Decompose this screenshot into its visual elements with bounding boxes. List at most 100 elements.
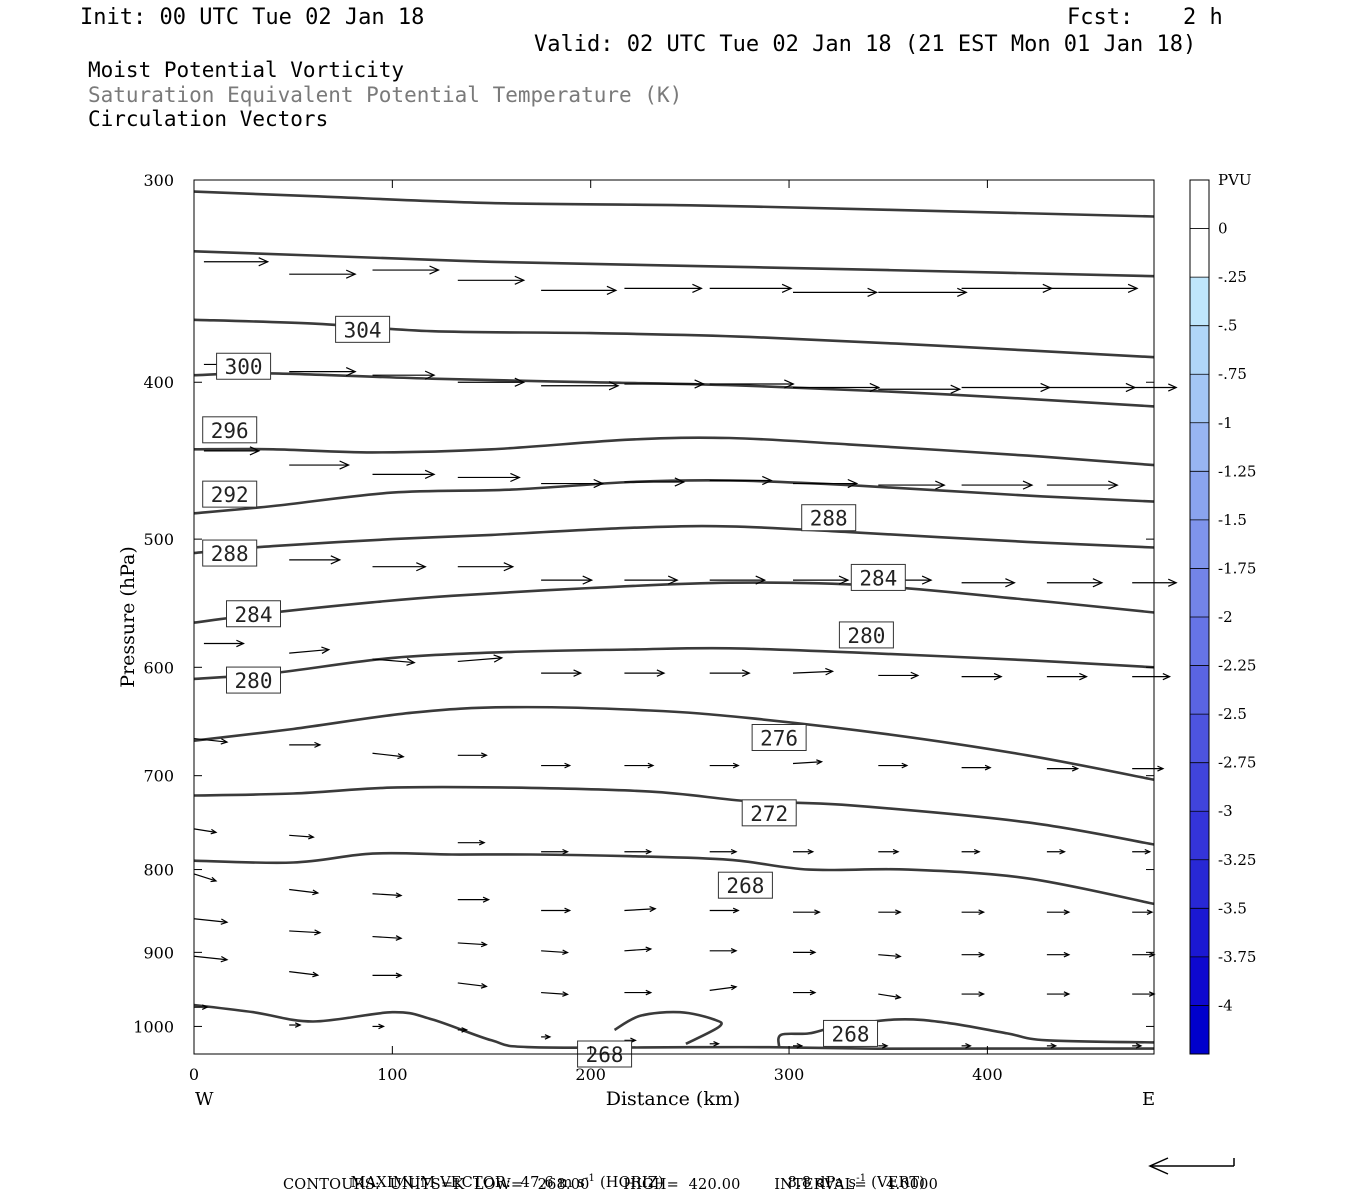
circulation-vector bbox=[961, 909, 986, 915]
circulation-vector bbox=[541, 669, 583, 677]
contour-label-text: 280 bbox=[847, 624, 885, 648]
vector-head bbox=[1162, 673, 1172, 681]
vector-shaft bbox=[193, 955, 228, 961]
circulation-vector bbox=[792, 667, 835, 676]
circulation-vector bbox=[709, 475, 773, 486]
y-tick-label: 900 bbox=[143, 943, 174, 962]
circulation-vector bbox=[1132, 909, 1154, 915]
circulation-vector bbox=[1046, 1043, 1058, 1049]
vector-head bbox=[825, 667, 835, 676]
contour-label-272: 272 bbox=[741, 799, 797, 827]
horiz-suffix: (HORIZ) bbox=[599, 1174, 664, 1191]
vector-head bbox=[480, 941, 488, 948]
vector-head bbox=[910, 671, 920, 680]
max-horiz-value: 47.6 bbox=[520, 1174, 554, 1191]
contour-label-box bbox=[717, 871, 773, 899]
vector-head bbox=[544, 1034, 552, 1040]
circulation-vector bbox=[793, 478, 859, 489]
contour-label-box bbox=[216, 352, 272, 380]
circulation-vector bbox=[541, 991, 569, 997]
colorbar-swatch bbox=[1190, 374, 1209, 424]
colorbar-swatch bbox=[1190, 665, 1209, 715]
vector-head bbox=[647, 762, 655, 769]
circulation-vector bbox=[624, 989, 653, 996]
circulation-vector bbox=[457, 654, 504, 663]
contour-label-text: 296 bbox=[211, 419, 249, 443]
y-axis-label: Pressure (hPa) bbox=[117, 546, 139, 688]
vector-head bbox=[564, 762, 572, 769]
circulation-vector bbox=[289, 555, 342, 565]
colorbar-swatch bbox=[1190, 325, 1209, 375]
circulation-vector bbox=[709, 762, 740, 769]
max-vector-label: MAXIMUM VECTOR: bbox=[350, 1174, 512, 1191]
vector-head bbox=[935, 480, 946, 490]
vector-head bbox=[481, 752, 488, 759]
vector-head bbox=[503, 562, 515, 572]
circulation-vector bbox=[793, 909, 821, 915]
circulation-vector bbox=[793, 1043, 804, 1049]
circulation-vector bbox=[541, 762, 572, 769]
theta-contour-268 bbox=[613, 1010, 723, 1045]
circulation-vector bbox=[793, 949, 817, 956]
contour-label-text: 280 bbox=[235, 669, 273, 693]
circulation-vector bbox=[878, 287, 968, 297]
circulation-vector bbox=[709, 379, 795, 389]
circulation-vector bbox=[624, 477, 686, 487]
circulation-vector bbox=[878, 993, 902, 1000]
circulation-vector bbox=[961, 672, 1003, 681]
vector-head bbox=[816, 759, 824, 765]
circulation-vector bbox=[793, 287, 879, 297]
circulation-vector bbox=[541, 285, 618, 295]
circulation-vector bbox=[709, 283, 793, 293]
contour-label-text: 300 bbox=[225, 355, 263, 379]
horiz-exp: -1 bbox=[584, 1172, 596, 1184]
circulation-vector bbox=[961, 951, 986, 958]
vector-head bbox=[582, 575, 594, 585]
circulation-vector bbox=[289, 929, 322, 936]
vector-head bbox=[562, 991, 569, 997]
circulation-vector bbox=[372, 562, 427, 572]
vector-head bbox=[1059, 848, 1066, 855]
x-axis-label: Distance (km) bbox=[606, 1088, 741, 1110]
vector-head bbox=[461, 1027, 469, 1033]
circulation-vector bbox=[372, 752, 405, 760]
colorbar-label: -3 bbox=[1218, 802, 1233, 820]
vector-head bbox=[1108, 480, 1119, 490]
contour-label-288: 288 bbox=[202, 539, 258, 567]
circulation-vector bbox=[457, 839, 486, 846]
circulation-vector bbox=[1046, 951, 1071, 958]
contours-info: CONTOURS: UNITS=K LOW= 268.00 HIGH= 420.… bbox=[283, 1177, 938, 1193]
contour-label-text: 268 bbox=[586, 1043, 624, 1067]
circulation-vector bbox=[878, 671, 920, 680]
max-vector-arrow bbox=[1148, 1157, 1235, 1175]
pv-shading bbox=[372, 1026, 1154, 1048]
vector-head bbox=[314, 741, 322, 748]
circulation-vector bbox=[961, 848, 981, 855]
theta-contour-268 bbox=[193, 785, 1155, 846]
vector-head bbox=[416, 562, 427, 572]
colorbar-label: -2.75 bbox=[1218, 754, 1256, 772]
vector-head bbox=[1146, 909, 1154, 915]
contour-label-text: 272 bbox=[750, 802, 788, 826]
circulation-vector bbox=[541, 478, 605, 489]
vector-head bbox=[1157, 765, 1165, 772]
vector-shaft bbox=[289, 648, 329, 654]
vector-head bbox=[973, 848, 981, 855]
max-vert-line: 8.8 dPa s-1 (VERT) bbox=[778, 1159, 925, 1190]
title-theta-es: Saturation Equivalent Potential Temperat… bbox=[88, 83, 683, 107]
circulation-vector bbox=[878, 848, 900, 855]
circulation-vector bbox=[624, 906, 657, 913]
circulation-vector bbox=[1046, 480, 1119, 490]
vector-head bbox=[901, 762, 909, 769]
vector-shaft bbox=[289, 834, 314, 838]
vector-head bbox=[606, 285, 618, 295]
vector-head bbox=[1127, 283, 1139, 293]
vector-head bbox=[1050, 1043, 1058, 1049]
circulation-vector bbox=[878, 762, 909, 769]
vector-shaft bbox=[541, 950, 568, 954]
circulation-vector bbox=[194, 1004, 209, 1010]
circulation-vector bbox=[541, 848, 569, 855]
circulation-vector bbox=[624, 1037, 637, 1044]
contour-label-text: 284 bbox=[235, 603, 273, 627]
vector-head bbox=[395, 892, 403, 899]
